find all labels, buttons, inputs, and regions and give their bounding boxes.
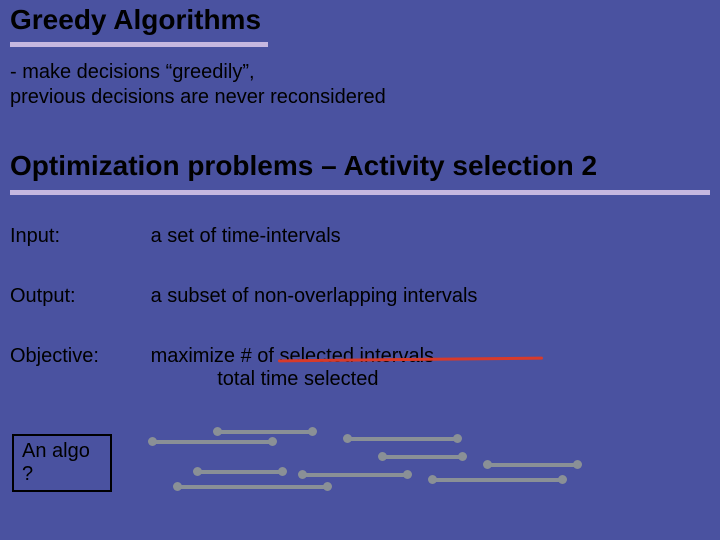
description: - make decisions “greedily”, previous de… xyxy=(10,60,386,110)
interval-segment xyxy=(430,478,565,482)
interval-segment xyxy=(175,485,330,489)
interval-segment xyxy=(345,437,460,441)
objective-value-line1: maximize # of selected intervals xyxy=(151,345,434,367)
algo-box-line2: ? xyxy=(22,463,33,485)
interval-segment xyxy=(300,473,410,477)
interval-segment xyxy=(485,463,580,467)
subtitle: Optimization problems – Activity selecti… xyxy=(10,150,597,182)
output-value: a subset of non-overlapping intervals xyxy=(151,285,478,308)
interval-segment xyxy=(195,470,285,474)
desc-line2: previous decisions are never reconsidere… xyxy=(10,86,386,108)
title-underline xyxy=(10,42,268,47)
interval-segment xyxy=(215,430,315,434)
objective-label: Objective: xyxy=(10,345,145,368)
subtitle-underline xyxy=(10,190,710,195)
objective-value: maximize # of selected intervals total t… xyxy=(151,345,434,391)
algo-box-line1: An algo xyxy=(22,440,90,462)
desc-line1: - make decisions “greedily”, xyxy=(10,61,255,83)
row-input: Input: a set of time-intervals xyxy=(10,225,341,248)
objective-value-line2: total time selected xyxy=(217,368,378,390)
row-objective: Objective: maximize # of selected interv… xyxy=(10,345,434,391)
row-output: Output: a subset of non-overlapping inte… xyxy=(10,285,477,308)
page-title: Greedy Algorithms xyxy=(10,4,261,36)
interval-segment xyxy=(380,455,465,459)
algo-box: An algo ? xyxy=(12,434,112,492)
input-value: a set of time-intervals xyxy=(151,225,341,248)
output-label: Output: xyxy=(10,285,145,308)
interval-segment xyxy=(150,440,275,444)
intervals-diagram xyxy=(150,430,610,520)
input-label: Input: xyxy=(10,225,145,248)
